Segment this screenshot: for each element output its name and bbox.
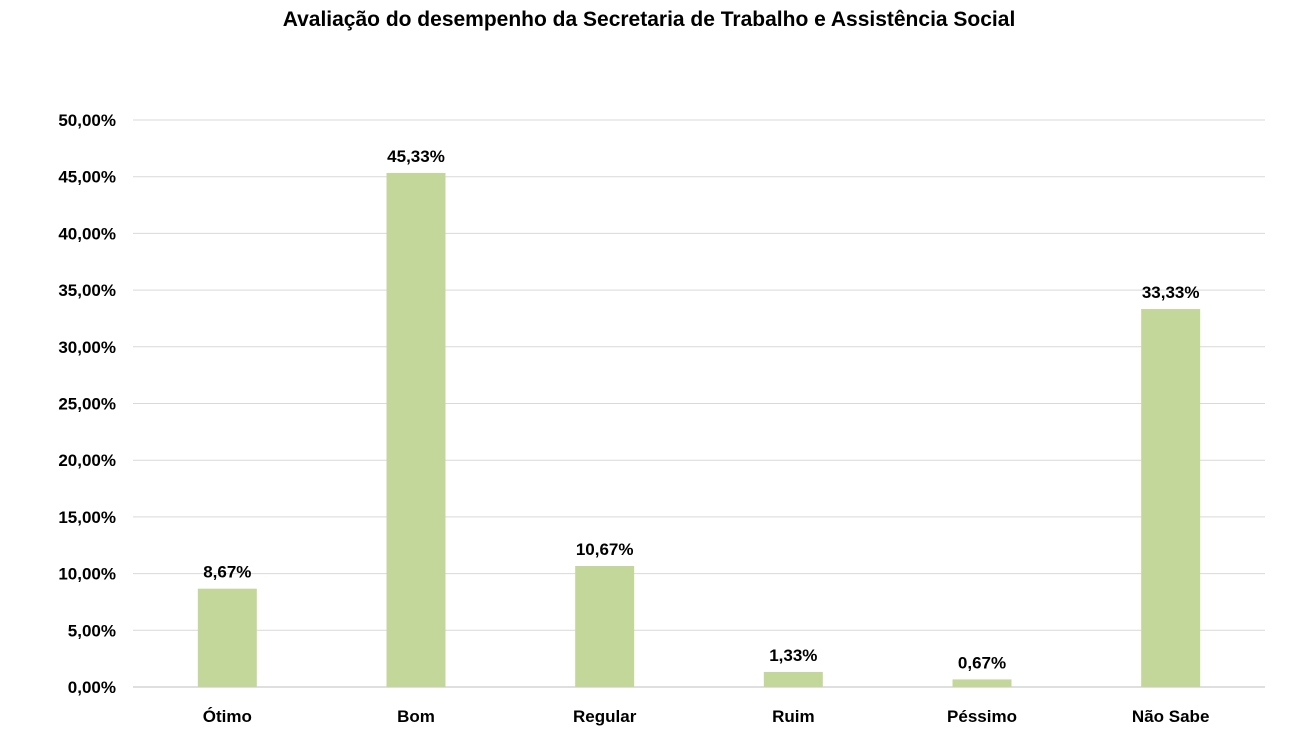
- bar: [386, 172, 446, 688]
- y-tick-label: 45,00%: [58, 168, 116, 187]
- data-label: 33,33%: [1142, 283, 1200, 302]
- data-label: 45,33%: [387, 147, 445, 166]
- data-label: 0,67%: [958, 653, 1006, 672]
- bar: [952, 679, 1012, 687]
- y-tick-label: 10,00%: [58, 565, 116, 584]
- chart-title: Avaliação do desempenho da Secretaria de…: [282, 8, 1016, 31]
- y-tick-label: 15,00%: [58, 508, 116, 527]
- x-tick-label: Não Sabe: [1132, 707, 1209, 726]
- y-tick-label: 0,00%: [68, 678, 116, 697]
- y-tick-label: 20,00%: [58, 451, 116, 470]
- x-tick-label: Ruim: [772, 707, 815, 726]
- y-tick-label: 5,00%: [68, 621, 116, 640]
- x-tick-label: Ótimo: [203, 707, 252, 726]
- y-tick-label: 40,00%: [58, 224, 116, 243]
- data-label: 10,67%: [576, 540, 634, 559]
- bar: [763, 671, 823, 687]
- data-label: 8,67%: [203, 563, 251, 582]
- y-tick-label: 25,00%: [58, 395, 116, 414]
- y-tick-label: 50,00%: [58, 111, 116, 130]
- y-tick-label: 35,00%: [58, 281, 116, 300]
- data-label: 1,33%: [769, 646, 817, 665]
- bar: [575, 566, 635, 687]
- x-tick-label: Péssimo: [947, 707, 1017, 726]
- y-tick-label: 30,00%: [58, 338, 116, 357]
- bar: [1141, 309, 1201, 687]
- x-tick-label: Bom: [397, 707, 435, 726]
- bar: [197, 588, 257, 687]
- x-tick-label: Regular: [573, 707, 637, 726]
